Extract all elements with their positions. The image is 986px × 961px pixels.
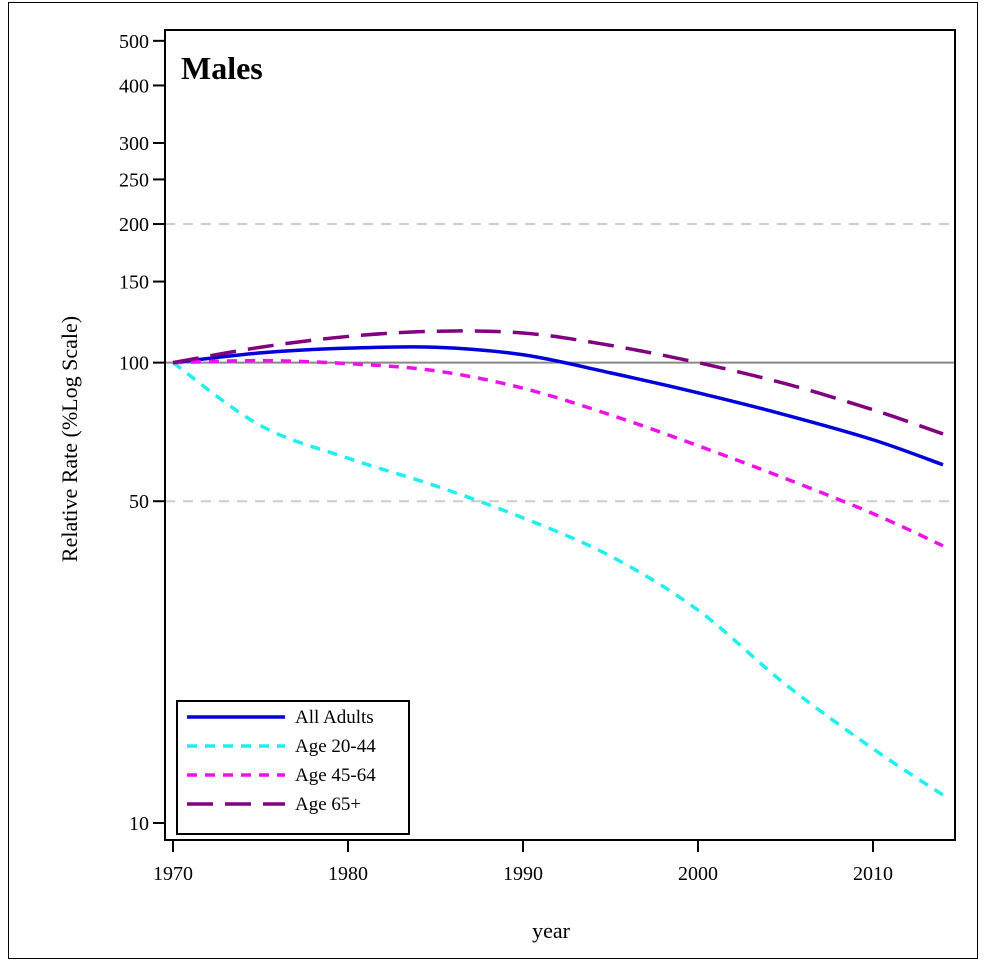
y-tick-label: 400 <box>119 75 149 97</box>
ticks: 10 50 100 150 200 250 300 400 500 1970 1980 1990 200… <box>119 31 893 885</box>
series-line-age-20-44 <box>171 361 944 797</box>
chart-frame: 10 50 100 150 200 250 300 400 500 1970 1980 1990 200… <box>8 2 978 959</box>
legend-label: Age 45-64 <box>295 765 376 786</box>
x-tick-label: 1990 <box>503 863 543 885</box>
axes <box>164 29 956 841</box>
legend-label: All Adults <box>295 707 374 728</box>
y-tick-label: 500 <box>119 31 149 53</box>
y-tick-label: 10 <box>129 813 149 835</box>
series-line-age-45-64 <box>172 358 944 548</box>
y-tick-label: 150 <box>119 272 149 294</box>
y-axis-title: Relative Rate (%Log Scale) <box>57 316 82 562</box>
plot-border <box>164 29 956 841</box>
x-tick-label: 2000 <box>678 863 718 885</box>
line-chart: 10 50 100 150 200 250 300 400 500 1970 1980 1990 200… <box>57 29 956 943</box>
series-line-all-adults <box>172 345 944 467</box>
x-tick-label: 1980 <box>328 863 368 885</box>
y-tick-label: 100 <box>119 353 149 375</box>
legend: All Adults Age 20-44 Age 45-64 Age 65+ <box>176 700 410 835</box>
series-line-age-65- <box>172 329 944 436</box>
legend-box <box>176 700 410 835</box>
x-tick-label: 2010 <box>853 863 893 885</box>
legend-label: Age 20-44 <box>295 736 376 757</box>
y-tick-label: 50 <box>129 491 149 513</box>
x-tick-label: 1970 <box>153 863 193 885</box>
series-lines <box>171 329 944 797</box>
x-axis-title: year <box>532 918 571 943</box>
panel-title: Males <box>181 50 263 86</box>
y-tick-label: 250 <box>119 169 149 191</box>
y-tick-label: 200 <box>119 214 149 236</box>
legend-label: Age 65+ <box>295 794 361 815</box>
y-tick-label: 300 <box>119 133 149 155</box>
